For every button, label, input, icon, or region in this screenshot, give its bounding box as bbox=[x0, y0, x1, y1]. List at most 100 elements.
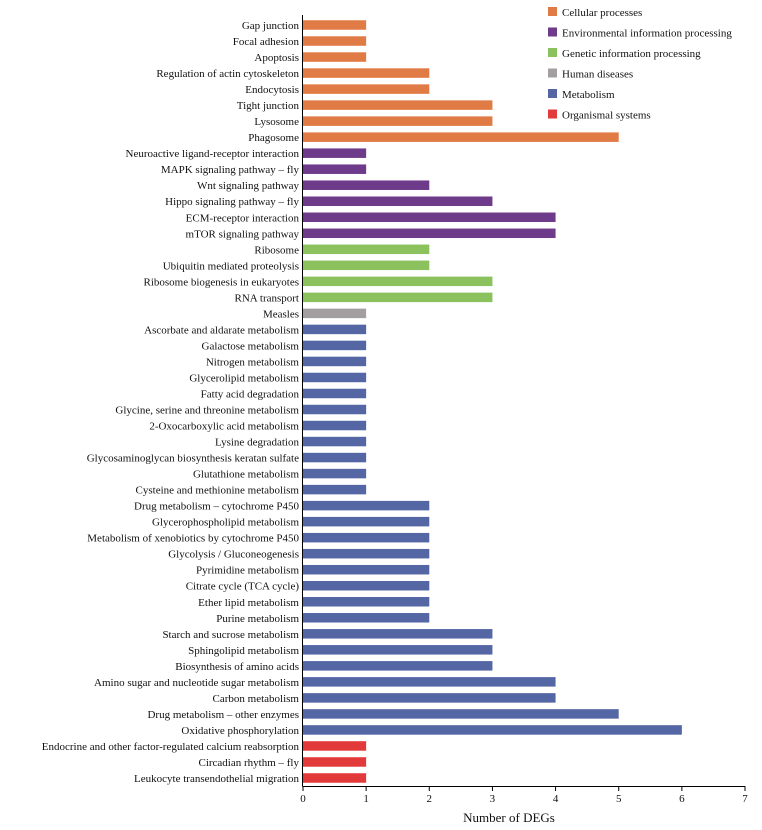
legend-swatch bbox=[548, 48, 557, 57]
bar bbox=[303, 452, 367, 463]
legend-label: Metabolism bbox=[562, 89, 615, 101]
bar bbox=[303, 308, 367, 319]
category-label: Nitrogen metabolism bbox=[206, 356, 300, 368]
bar bbox=[303, 84, 430, 94]
category-label: Ubiquitin mediated proteolysis bbox=[163, 260, 299, 272]
bar bbox=[303, 532, 430, 543]
bar bbox=[303, 741, 367, 751]
category-label: Leukocyte transendothelial migration bbox=[134, 773, 299, 785]
legend-swatch bbox=[548, 109, 557, 119]
category-label: mTOR signaling pathway bbox=[186, 228, 300, 240]
legend-label: Human diseases bbox=[562, 69, 633, 81]
category-label: Citrate cycle (TCA cycle) bbox=[186, 581, 300, 593]
legend-label: Environmental information processing bbox=[562, 28, 732, 40]
category-label: Ribosome bbox=[254, 244, 299, 256]
category-label: Apoptosis bbox=[254, 52, 299, 64]
category-label: Glutathione metabolism bbox=[193, 469, 299, 481]
bar bbox=[303, 20, 367, 30]
bar bbox=[303, 100, 493, 110]
legend: Cellular processes Environmental informat… bbox=[548, 7, 732, 122]
category-label: Regulation of actin cytoskeleton bbox=[156, 68, 299, 80]
category-label: Lysine degradation bbox=[215, 437, 300, 449]
bar bbox=[303, 52, 367, 62]
category-label: Focal adhesion bbox=[233, 36, 300, 48]
bar bbox=[303, 500, 430, 511]
bar bbox=[303, 324, 367, 335]
legend-swatch bbox=[548, 68, 557, 78]
bar bbox=[303, 629, 493, 639]
x-axis-title: Number of DEGs bbox=[463, 810, 555, 825]
bar bbox=[303, 180, 430, 190]
category-label: ECM-receptor interaction bbox=[186, 212, 300, 224]
category-label: Neuroactive ligand-receptor interaction bbox=[126, 148, 300, 160]
category-label: Circadian rhythm – fly bbox=[198, 757, 299, 769]
bar bbox=[303, 564, 430, 575]
category-labels: Gap junction Focal adhesion Apoptosis Regul… bbox=[42, 20, 300, 785]
category-label: Measles bbox=[263, 308, 299, 320]
category-label: Hippo signaling pathway – fly bbox=[165, 196, 299, 208]
category-label: Fatty acid degradation bbox=[201, 388, 300, 400]
bar bbox=[303, 116, 493, 126]
x-tick-label: 3 bbox=[490, 793, 496, 805]
bar bbox=[303, 276, 493, 287]
x-tick-label: 6 bbox=[679, 793, 685, 805]
bar bbox=[303, 725, 682, 735]
category-label: Phagosome bbox=[248, 132, 299, 144]
x-tick-label: 0 bbox=[300, 793, 306, 805]
category-label: Galactose metabolism bbox=[202, 340, 300, 352]
x-tick-label: 5 bbox=[616, 793, 622, 805]
x-tick-label: 1 bbox=[363, 793, 369, 805]
category-label: Ribosome biogenesis in eukaryotes bbox=[143, 276, 299, 288]
category-label: Amino sugar and nucleotide sugar metabol… bbox=[94, 677, 299, 689]
bar bbox=[303, 420, 367, 431]
bar bbox=[303, 260, 430, 271]
category-label: Sphingolipid metabolism bbox=[188, 645, 299, 657]
bar bbox=[303, 677, 556, 687]
x-tick-label: 2 bbox=[427, 793, 433, 805]
legend-swatch bbox=[548, 27, 557, 37]
category-label: Lysosome bbox=[254, 116, 299, 128]
bar bbox=[303, 580, 430, 591]
category-label: Biosynthesis of amino acids bbox=[175, 661, 299, 673]
category-label: Drug metabolism – cytochrome P450 bbox=[134, 501, 299, 513]
bar bbox=[303, 613, 430, 623]
bar bbox=[303, 645, 493, 655]
legend-swatch bbox=[548, 89, 557, 98]
category-label: Glycosaminoglycan biosynthesis keratan s… bbox=[87, 453, 299, 465]
bar bbox=[303, 709, 619, 719]
bar bbox=[303, 661, 493, 671]
category-label: Glycerolipid metabolism bbox=[189, 372, 299, 384]
bar bbox=[303, 484, 367, 495]
bar bbox=[303, 597, 430, 607]
bar bbox=[303, 773, 367, 783]
bars-layer bbox=[303, 20, 682, 783]
category-label: MAPK signaling pathway – fly bbox=[161, 164, 300, 176]
bar bbox=[303, 757, 367, 767]
bar bbox=[303, 36, 367, 46]
legend-swatch bbox=[548, 7, 557, 16]
category-label: Metabolism of xenobiotics by cytochrome … bbox=[87, 533, 299, 545]
category-label: Glycolysis / Gluconeogenesis bbox=[168, 549, 299, 561]
category-label: RNA transport bbox=[235, 292, 299, 304]
category-label: Cysteine and methionine metabolism bbox=[136, 485, 300, 497]
bar bbox=[303, 356, 367, 367]
bar bbox=[303, 68, 430, 78]
bar bbox=[303, 228, 556, 239]
x-tick-label: 4 bbox=[553, 793, 559, 805]
bar bbox=[303, 244, 430, 255]
x-axis bbox=[302, 15, 746, 787]
category-label: Pyrimidine metabolism bbox=[196, 565, 299, 577]
bar bbox=[303, 132, 619, 142]
legend-label: Cellular processes bbox=[562, 7, 642, 19]
bar bbox=[303, 548, 430, 559]
category-label: Ascorbate and aldarate metabolism bbox=[144, 324, 299, 336]
category-label: Purine metabolism bbox=[216, 613, 299, 625]
category-label: Oxidative phosphorylation bbox=[181, 725, 299, 737]
category-label: Gap junction bbox=[242, 20, 300, 32]
legend-label: Genetic information processing bbox=[562, 48, 701, 60]
bar bbox=[303, 693, 556, 703]
bar bbox=[303, 164, 367, 174]
bar bbox=[303, 388, 367, 399]
category-label: Tight junction bbox=[237, 100, 300, 112]
bar bbox=[303, 196, 493, 206]
